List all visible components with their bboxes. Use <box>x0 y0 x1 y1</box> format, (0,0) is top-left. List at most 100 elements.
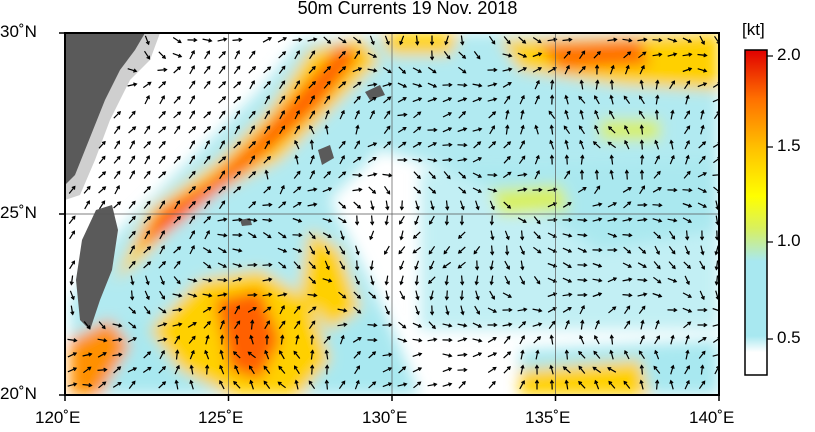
current-arrow-head <box>116 184 120 190</box>
current-arrow <box>533 246 541 254</box>
current-arrow <box>113 156 121 164</box>
current-arrow <box>715 245 719 255</box>
current-arrow-head <box>460 281 465 286</box>
current-arrow <box>518 321 526 329</box>
current-arrow <box>490 275 494 285</box>
current-arrow-head <box>536 235 541 240</box>
current-arrow-head <box>102 381 107 386</box>
current-arrow <box>173 96 181 104</box>
current-arrow-head <box>297 218 303 223</box>
current-arrow-head <box>268 218 273 223</box>
current-arrow <box>205 335 209 345</box>
current-arrow <box>415 275 419 285</box>
current-arrow <box>339 260 345 270</box>
current-arrow-head <box>71 185 76 190</box>
current-arrow <box>158 51 166 59</box>
current-arrow-head <box>238 277 243 282</box>
current-arrow <box>413 381 421 389</box>
current-arrow-head <box>70 311 75 316</box>
x-tick-130e: 130˚E <box>362 408 408 427</box>
current-arrow <box>204 350 210 360</box>
current-arrow <box>592 262 602 268</box>
x-tick-125e: 125˚E <box>198 408 244 427</box>
current-arrow-head <box>280 184 285 190</box>
current-arrow-head <box>296 265 301 270</box>
current-arrow <box>547 202 557 208</box>
current-arrow-head <box>267 234 272 239</box>
current-arrow <box>232 278 242 282</box>
current-arrow-head <box>687 321 692 326</box>
current-arrow-head <box>342 171 347 176</box>
current-arrow <box>233 171 241 179</box>
current-arrow <box>188 186 196 194</box>
current-arrow-head <box>474 281 479 286</box>
current-arrow <box>487 307 497 313</box>
current-arrow <box>385 200 389 210</box>
current-arrow-head <box>700 40 705 46</box>
current-arrow-head <box>442 264 447 269</box>
current-arrow <box>562 38 572 42</box>
current-arrow-head <box>673 187 678 193</box>
current-arrow-head <box>657 187 662 191</box>
current-arrow <box>683 321 691 329</box>
current-arrow <box>367 97 377 103</box>
current-arrow-head <box>386 190 391 195</box>
current-arrow <box>158 111 166 119</box>
current-arrow-head <box>147 366 152 371</box>
current-arrow-head <box>384 250 388 255</box>
current-arrow <box>278 66 286 74</box>
current-arrow <box>217 247 227 253</box>
current-arrow <box>533 216 541 224</box>
current-arrow-head <box>326 80 331 85</box>
current-arrow-head <box>701 155 706 160</box>
current-arrow-head <box>609 349 614 354</box>
current-arrow-head <box>146 310 151 315</box>
current-arrow-head <box>189 364 194 369</box>
current-arrow-head <box>206 65 211 70</box>
current-arrow-head <box>655 154 660 160</box>
china-coast <box>65 33 145 185</box>
current-arrow-head <box>445 206 450 211</box>
current-arrow-head <box>493 82 498 87</box>
current-arrow-head <box>266 80 271 86</box>
current-arrow-head <box>282 234 287 239</box>
current-arrow-head <box>384 281 389 286</box>
current-arrow-head <box>249 379 254 385</box>
current-arrow <box>158 366 166 374</box>
current-arrow <box>475 200 479 210</box>
current-arrow <box>325 125 329 135</box>
colorbar-tick-2-0: 2.0 <box>777 45 801 64</box>
current-arrow-head <box>460 311 465 316</box>
current-arrow <box>682 217 692 223</box>
current-arrow-head <box>70 295 75 301</box>
current-arrow <box>641 365 643 375</box>
axis-ticks <box>59 32 720 401</box>
current-arrow <box>520 125 524 135</box>
current-arrow <box>639 185 645 195</box>
current-arrow <box>369 230 375 240</box>
current-arrow-head <box>655 79 660 84</box>
current-arrow-head <box>549 154 555 159</box>
current-arrow <box>278 261 286 269</box>
current-arrow-head <box>372 142 378 147</box>
current-arrow <box>578 125 586 135</box>
current-arrow <box>82 353 92 357</box>
current-arrow-head <box>505 251 510 256</box>
current-arrow-head <box>642 51 647 56</box>
current-arrow-head <box>567 278 573 283</box>
current-arrow-head <box>658 203 663 208</box>
current-arrow-head <box>673 52 678 57</box>
current-arrow <box>637 279 647 281</box>
current-arrow <box>414 305 420 315</box>
current-arrow-head <box>343 322 348 327</box>
current-arrow-head <box>657 293 663 298</box>
current-arrow <box>367 52 377 58</box>
okinawa-island <box>318 145 334 165</box>
current-arrow-head <box>403 112 408 117</box>
current-arrow-head <box>491 141 497 146</box>
current-arrow <box>308 380 316 390</box>
current-arrow <box>578 351 586 359</box>
current-arrow-head <box>685 139 690 145</box>
current-arrow-head <box>238 232 243 238</box>
current-arrow-head <box>355 124 360 129</box>
